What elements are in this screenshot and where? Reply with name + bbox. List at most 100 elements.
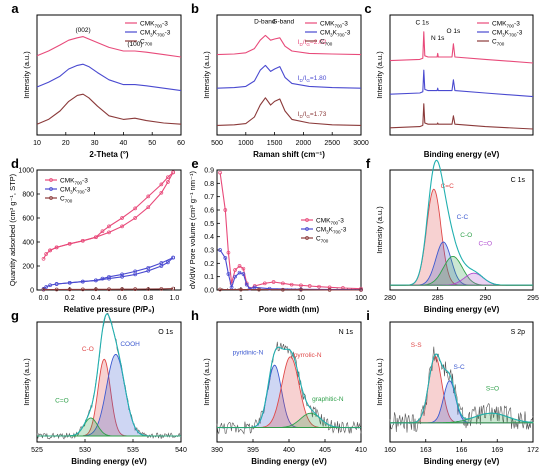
x-tick-label: 40: [120, 140, 128, 147]
data-point: [317, 284, 321, 289]
x-tick-label: 50: [148, 140, 156, 147]
x-tick-label: 280: [384, 295, 396, 302]
series-line-1: [219, 249, 362, 291]
x-axis-label: Binding energy (eV): [71, 457, 147, 466]
legend-label: CMK700​-3: [320, 21, 348, 29]
x-tick-label: 290: [479, 295, 491, 302]
x-tick-label: 166: [456, 447, 468, 454]
x-tick-label: 2500: [324, 140, 340, 147]
data-point: [159, 287, 164, 291]
legend-label: CM3​K700​-3: [492, 30, 523, 38]
peak-label: C=O: [55, 397, 69, 404]
data-point: [171, 170, 175, 175]
plot-frame: [216, 14, 362, 136]
x-tick-label: 3000: [353, 140, 369, 147]
data-point: [41, 287, 46, 292]
peak-label: C=O: [479, 241, 493, 248]
y-tick-label: 0.7: [204, 194, 214, 201]
y-tick-label: 0.6: [204, 208, 214, 215]
y-axis-label: Intensity (a.u.): [375, 51, 384, 99]
data-point: [289, 282, 294, 287]
x-tick-label: 1000: [238, 140, 254, 147]
x-tick-label: 1.0: [170, 295, 180, 302]
series-line-1: [49, 171, 174, 251]
legend-label: CMK700​-3: [492, 21, 520, 29]
x-tick-label: 20: [62, 140, 70, 147]
data-point: [299, 283, 303, 288]
legend-label: CMK700​-3: [316, 218, 344, 226]
y-tick-label: 0: [30, 288, 34, 295]
x-tick-label: 500: [211, 140, 223, 147]
x-tick-label: 0.6: [117, 295, 127, 302]
plot-frame: [36, 169, 182, 291]
x-tick-label: 60: [177, 140, 185, 147]
x-tick-label: 540: [175, 447, 187, 454]
series-line-2: [389, 103, 534, 130]
x-axis-label: Binding energy (eV): [424, 150, 500, 159]
data-point: [307, 284, 312, 288]
data-point: [54, 245, 59, 250]
data-point: [94, 278, 98, 283]
plot-frame: [36, 321, 182, 443]
panel-letter: b: [191, 1, 199, 16]
legend-label: CMK700​-3: [140, 21, 168, 29]
raw-spectrum: [389, 346, 534, 433]
legend-marker: [305, 218, 309, 222]
legend-marker: [49, 196, 53, 200]
data-point: [257, 287, 261, 292]
x-tick-label: 1500: [267, 140, 283, 147]
data-point: [146, 205, 151, 210]
data-point: [244, 282, 249, 287]
peak-label: S=O: [486, 385, 499, 392]
y-axis-label: dV/dW Pore volume (cm³ g⁻¹ nm⁻¹): [188, 171, 197, 289]
y-tick-label: 0.4: [204, 234, 214, 241]
y-axis-label: Intensity (a.u.): [202, 358, 211, 406]
y-axis-label: Intensity (a.u.): [22, 358, 31, 406]
data-point: [252, 285, 257, 290]
x-tick-label: 525: [31, 447, 43, 454]
data-point: [120, 274, 124, 279]
y-tick-label: 0.2: [204, 261, 214, 268]
x-tick-label: 405: [319, 447, 331, 454]
panel-letter: i: [366, 308, 370, 323]
peak-label: pyridinic-N: [233, 349, 264, 356]
data-point: [146, 287, 151, 291]
x-tick-label: 0.4: [91, 295, 101, 302]
y-axis-label: Intensity (a.u.): [375, 206, 384, 254]
y-tick-label: 0.3: [204, 248, 214, 255]
x-tick-label: 0.8: [143, 295, 153, 302]
data-point: [271, 280, 276, 284]
x-tick-label: 395: [247, 447, 259, 454]
y-axis-label: Intensity (a.u.): [202, 51, 211, 99]
data-point: [262, 281, 267, 286]
y-tick-label: 200: [22, 264, 34, 271]
legend-label: CM3​K700​-3: [320, 30, 351, 38]
data-point: [159, 190, 164, 195]
data-point: [67, 287, 72, 292]
legend-marker: [49, 178, 53, 182]
data-point: [327, 288, 332, 292]
data-point: [67, 280, 72, 285]
x-tick-label: 172: [527, 447, 539, 454]
annotation-label: G-band: [272, 18, 294, 25]
peak-label: C-C: [457, 214, 469, 221]
data-point: [218, 287, 222, 292]
series-line-3: [56, 257, 174, 285]
data-point: [359, 288, 363, 292]
fit-peak-1: [37, 354, 181, 437]
x-tick-label: 0.2: [65, 295, 75, 302]
y-tick-label: 400: [22, 240, 34, 247]
annotation-label: N 1s: [431, 35, 445, 42]
data-point: [237, 270, 242, 275]
x-tick-label: 410: [355, 447, 367, 454]
annotation-label: C 1s: [415, 20, 429, 27]
data-point: [218, 248, 222, 252]
data-point: [44, 285, 49, 289]
legend-label: CM3​K700​-3: [316, 227, 347, 235]
series-line-1: [216, 64, 362, 89]
x-tick-label: 2000: [296, 140, 312, 147]
ratio-label: ID​/IG​=1.73: [298, 111, 327, 119]
data-point: [48, 248, 52, 253]
series-line-2: [43, 257, 174, 290]
